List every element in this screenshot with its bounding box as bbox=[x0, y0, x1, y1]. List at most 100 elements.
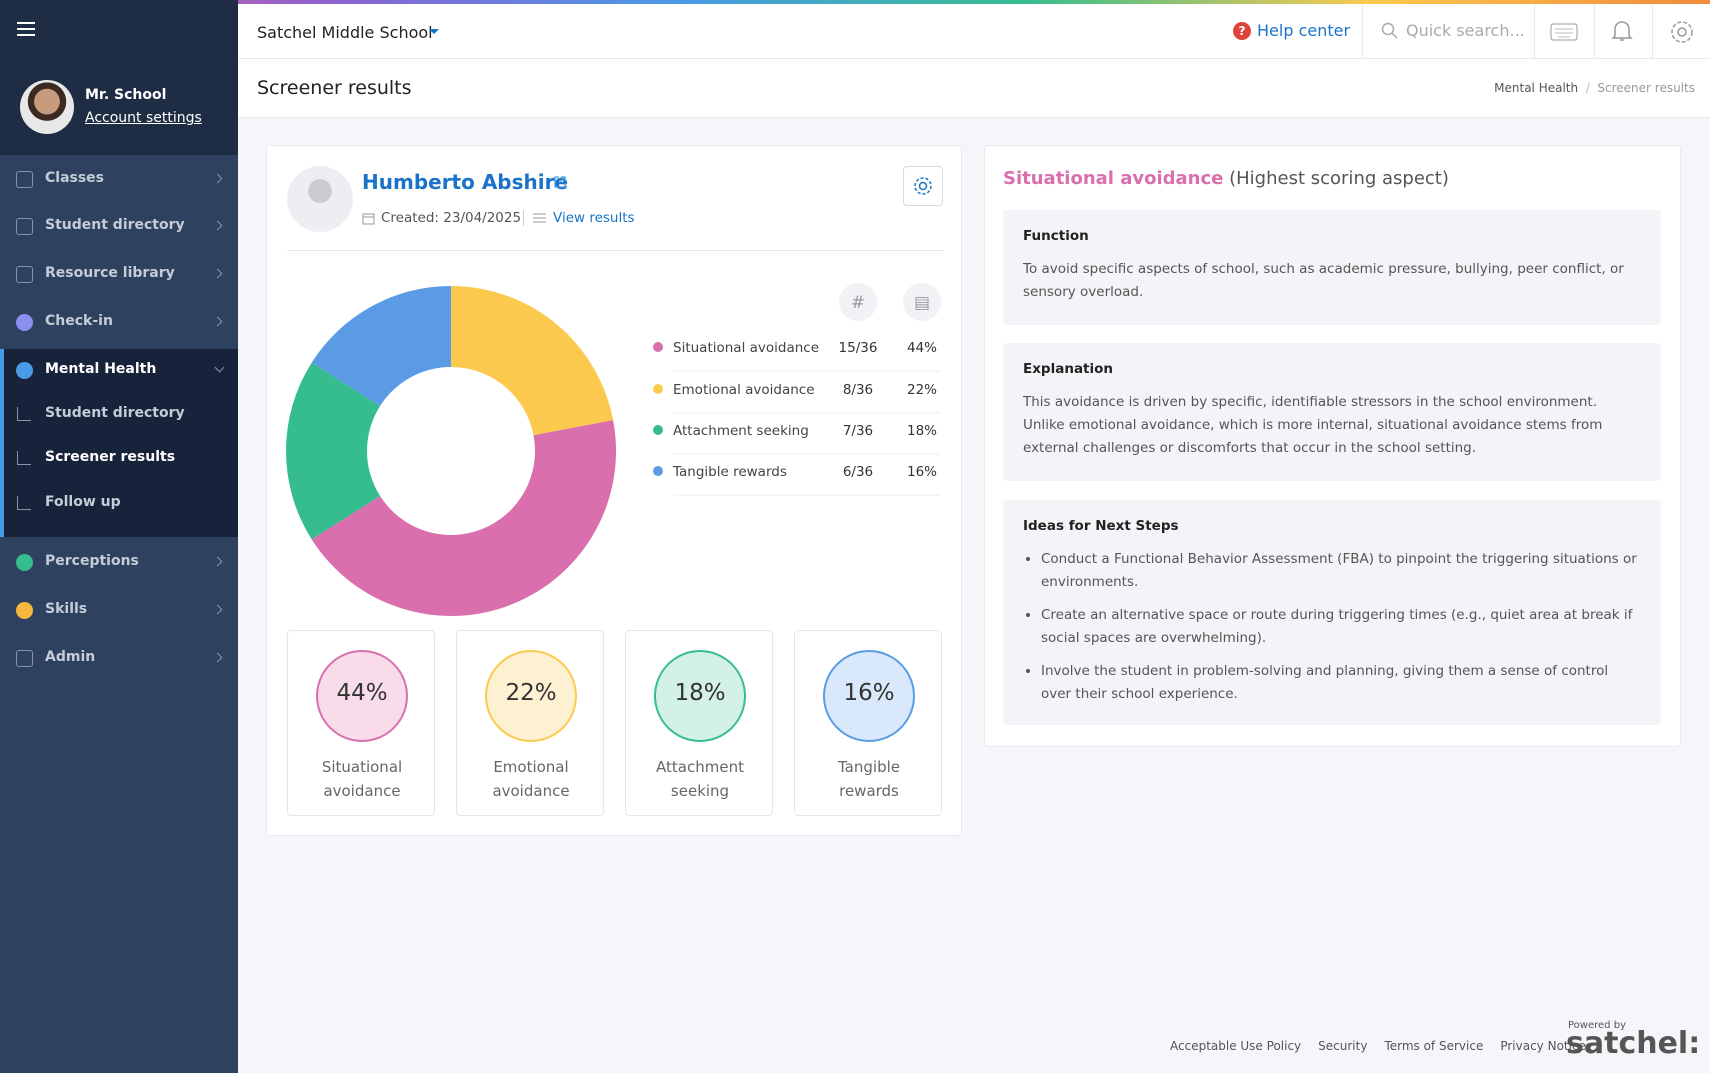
legend-percent: 22% bbox=[907, 382, 937, 398]
footer-links: Acceptable Use Policy Security Terms of Se… bbox=[1170, 1039, 1603, 1053]
score-value: 16% bbox=[843, 680, 895, 706]
keyboard-icon[interactable] bbox=[1550, 23, 1578, 41]
menu-item[interactable]: Mental Health bbox=[45, 361, 157, 377]
score-label: Tangible rewards bbox=[838, 758, 900, 800]
footer-link[interactable]: Security bbox=[1318, 1039, 1368, 1053]
submenu-item[interactable]: Follow up bbox=[45, 494, 121, 510]
account-link[interactable]: Account settings bbox=[85, 110, 202, 126]
aspect-heading: Situational avoidance (Highest scoring a… bbox=[1003, 168, 1449, 189]
donut-slice bbox=[286, 362, 381, 540]
submenu-item[interactable]: Student directory bbox=[45, 405, 185, 421]
sidebar: Mr. School Account settings Classes Stude… bbox=[0, 0, 238, 1073]
crumb[interactable]: Mental Health bbox=[1494, 81, 1579, 95]
calendar-icon bbox=[362, 213, 375, 225]
brand: satchel: bbox=[1566, 1026, 1701, 1061]
legend-percent: 44% bbox=[907, 340, 937, 356]
menu-icon bbox=[16, 266, 33, 283]
menu-item[interactable]: Student directory bbox=[45, 217, 185, 233]
score-value: 22% bbox=[505, 680, 557, 706]
divider bbox=[287, 250, 944, 251]
legend-score: 6/36 bbox=[843, 464, 873, 480]
student-name[interactable]: Humberto Abshire bbox=[362, 170, 569, 194]
user-name: Mr. School bbox=[85, 87, 167, 103]
score-label: Attachment seeking bbox=[656, 758, 744, 800]
chevron bbox=[212, 604, 223, 615]
created-date: Created: 23/04/2025 bbox=[381, 210, 522, 226]
view-results[interactable]: View results bbox=[553, 210, 635, 226]
divider bbox=[1534, 4, 1535, 59]
legend-dot bbox=[653, 342, 663, 352]
legend-label: Emotional avoidance bbox=[673, 382, 815, 398]
divider bbox=[1594, 4, 1595, 59]
legend-header-symbol: ▤ bbox=[914, 293, 930, 313]
score-value: 44% bbox=[336, 680, 388, 706]
page-title: Screener results bbox=[257, 77, 412, 99]
legend-label: Tangible rewards bbox=[672, 464, 787, 480]
rainbow-strip bbox=[0, 0, 1710, 4]
score-card: 44% Situational avoidance bbox=[287, 630, 435, 816]
chevron bbox=[212, 220, 223, 231]
score-circle bbox=[316, 650, 408, 742]
section-heading: Function bbox=[1023, 228, 1089, 244]
submenu-icon bbox=[17, 407, 31, 421]
chevron bbox=[212, 316, 223, 327]
donut-slice bbox=[311, 420, 616, 616]
school-select[interactable]: Satchel Middle School bbox=[257, 23, 433, 42]
legend-score: 15/36 bbox=[839, 340, 878, 356]
menu-icon bbox=[16, 171, 33, 188]
help-icon: ? bbox=[1233, 22, 1251, 40]
legend-score: 7/36 bbox=[843, 423, 873, 439]
search-icon bbox=[1381, 22, 1398, 39]
legend-label: Situational avoidance bbox=[673, 340, 819, 356]
section-heading: Explanation bbox=[1023, 361, 1114, 377]
legend-header-symbol: # bbox=[851, 293, 865, 313]
submenu-item[interactable]: Screener results bbox=[45, 449, 176, 465]
settings-button[interactable] bbox=[903, 166, 943, 206]
menu-item[interactable]: Admin bbox=[45, 649, 96, 665]
legend-dot bbox=[653, 466, 663, 476]
avatar bbox=[20, 80, 74, 134]
menu-icon bbox=[16, 218, 33, 235]
menu-icon bbox=[16, 314, 33, 331]
crumb: Screener results bbox=[1597, 81, 1695, 95]
menu-item[interactable]: Resource library bbox=[45, 265, 175, 281]
section-heading: Ideas for Next Steps bbox=[1023, 518, 1179, 534]
powered-by: Powered by bbox=[1568, 1020, 1626, 1031]
menu-icon bbox=[16, 362, 33, 379]
score-card: 22% Emotional avoidance bbox=[456, 630, 604, 816]
footer-link[interactable]: Acceptable Use Policy bbox=[1170, 1039, 1302, 1053]
score-label: Emotional avoidance bbox=[492, 758, 570, 800]
search-input[interactable]: Quick search... bbox=[1406, 21, 1525, 40]
menu-toggle[interactable] bbox=[16, 20, 38, 38]
step-item: Create an alternative space or route dur… bbox=[1041, 604, 1641, 650]
menu-item[interactable]: Perceptions bbox=[45, 553, 139, 569]
external-link-icon[interactable] bbox=[553, 175, 567, 189]
help-link[interactable]: Help center bbox=[1257, 21, 1351, 40]
menu-icon bbox=[16, 554, 33, 571]
legend-header-icon bbox=[903, 283, 941, 321]
list-icon bbox=[533, 213, 546, 223]
menu-icon bbox=[16, 602, 33, 619]
submenu-icon bbox=[17, 496, 31, 510]
footer-link[interactable]: Terms of Service bbox=[1384, 1039, 1484, 1053]
bell-icon[interactable] bbox=[1611, 19, 1633, 43]
score-card: 16% Tangible rewards bbox=[794, 630, 942, 816]
legend-percent: 16% bbox=[907, 464, 937, 480]
menu-icon bbox=[16, 650, 33, 667]
active-section bbox=[0, 349, 238, 537]
legend-label: Attachment seeking bbox=[673, 423, 809, 439]
score-circle bbox=[485, 650, 577, 742]
menu-item[interactable]: Classes bbox=[45, 170, 105, 186]
settings-icon[interactable] bbox=[1669, 19, 1695, 45]
menu-item[interactable]: Skills bbox=[45, 601, 88, 617]
chevron bbox=[212, 556, 223, 567]
explanation-box: Explanation This avoidance is driven by s… bbox=[1003, 343, 1661, 481]
legend-dot bbox=[653, 425, 663, 435]
student-avatar bbox=[287, 166, 353, 232]
chevron bbox=[212, 652, 223, 663]
footer-link[interactable]: Privacy Notice bbox=[1500, 1039, 1586, 1053]
donut-slice bbox=[451, 286, 614, 436]
submenu-icon bbox=[17, 451, 31, 465]
menu-item[interactable]: Check-in bbox=[45, 313, 113, 329]
